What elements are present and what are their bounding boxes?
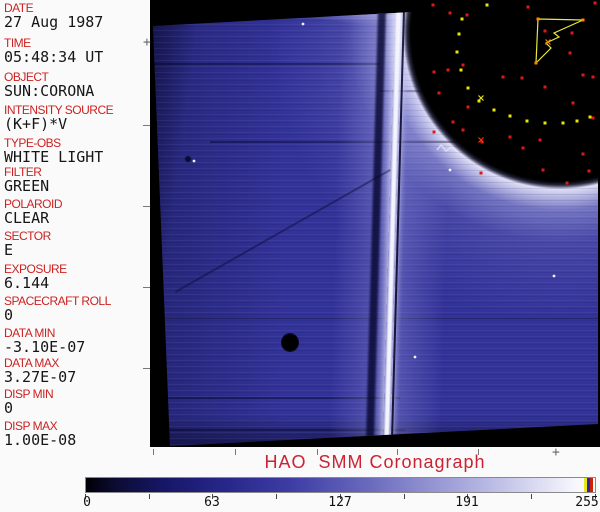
field-label: DISP MAX [4, 419, 58, 433]
field-filter: FILTER GREEN [4, 166, 150, 195]
colorbar-tick [531, 494, 532, 499]
colorbar-tick-label: 191 [455, 495, 479, 510]
axis-plus-mark: + [552, 445, 560, 460]
field-label: OBJECT [4, 70, 49, 84]
occulter-disk [150, 0, 600, 447]
field-value: CLEAR [4, 209, 50, 227]
colorbar-tick-label: 63 [204, 495, 220, 510]
colorbar-tick [404, 494, 405, 499]
colorbar-tick [595, 494, 596, 499]
field-value: 6.144 [4, 274, 50, 292]
image-title: HAO SMM Coronagraph [264, 452, 486, 472]
field-label: TIME [4, 36, 31, 50]
axis-tick [143, 287, 150, 288]
colorbar-tick [212, 494, 213, 499]
field-intensity-source: INTENSITY SOURCE (K+F)*V [4, 104, 150, 133]
field-value: (K+F)*V [4, 115, 68, 133]
field-value: 05:48:34 UT [4, 48, 104, 66]
field-disp-min: DISP MIN 0 [4, 388, 150, 417]
field-value: 0 [4, 399, 14, 417]
colorbar-stripe-red [590, 478, 593, 492]
field-date: DATE 27 Aug 1987 [4, 2, 150, 31]
axis-plus-mark: + [143, 35, 151, 50]
axis-tick [143, 125, 150, 126]
field-label: SPACECRAFT ROLL [4, 294, 111, 308]
field-value: WHITE LIGHT [4, 148, 104, 166]
field-value: 0 [4, 306, 14, 324]
field-value: 1.00E-08 [4, 431, 77, 449]
field-label: DATA MIN [4, 326, 55, 340]
field-exposure: EXPOSURE 6.144 [4, 263, 150, 292]
metadata-sidebar: DATE 27 Aug 1987 TIME 05:48:34 UT OBJECT SU… [0, 0, 150, 449]
colorbar-stripe-yellow [584, 478, 587, 492]
field-disp-max: DISP MAX 1.00E-08 [4, 420, 150, 449]
field-label: DATE [4, 1, 34, 15]
axis-tick [143, 368, 150, 369]
field-time: TIME 05:48:34 UT [4, 37, 150, 66]
field-value: 27 Aug 1987 [4, 13, 104, 31]
field-value: -3.10E-07 [4, 338, 86, 356]
colorbar [85, 477, 596, 493]
field-label: TYPE-OBS [4, 136, 61, 150]
axis-tick [317, 449, 318, 455]
axis-tick [478, 449, 479, 455]
field-value: SUN:CORONA [4, 82, 95, 100]
field-data-max: DATA MAX 3.27E-07 [4, 357, 150, 386]
colorbar-tick-label: 0 [83, 495, 91, 510]
coronagraph-image-panel [150, 0, 600, 447]
field-type-obs: TYPE-OBS WHITE LIGHT [4, 137, 150, 166]
colorbar-tick [276, 494, 277, 499]
fiducial-overlay [192, 1, 597, 359]
field-sector: SECTOR E [4, 230, 150, 259]
field-value: E [4, 241, 14, 259]
colorbar-tick [340, 494, 341, 499]
colorbar-tick [467, 494, 468, 499]
field-label: INTENSITY SOURCE [4, 103, 114, 117]
axis-tick [235, 449, 236, 455]
colorbar-stripe-blue [587, 478, 590, 492]
field-label: SECTOR [4, 229, 51, 243]
axis-tick [397, 449, 398, 455]
field-label: FILTER [4, 165, 42, 179]
field-label: DISP MIN [4, 387, 54, 401]
colorbar-tick-label: 127 [328, 495, 352, 510]
field-label: DATA MAX [4, 356, 59, 370]
field-label: EXPOSURE [4, 262, 67, 276]
colorbar-tick [85, 494, 86, 499]
axis-tick [143, 206, 150, 207]
colorbar-tick [149, 494, 150, 499]
axis-tick [153, 449, 154, 455]
colorbar-tick-label: 255 [575, 495, 599, 510]
field-spacecraft-roll: SPACECRAFT ROLL 0 [4, 295, 150, 324]
field-object: OBJECT SUN:CORONA [4, 71, 150, 100]
field-value: 3.27E-07 [4, 368, 77, 386]
field-polaroid: POLAROID CLEAR [4, 198, 150, 227]
field-value: GREEN [4, 177, 50, 195]
field-label: POLAROID [4, 197, 63, 211]
field-data-min: DATA MIN -3.10E-07 [4, 327, 150, 356]
